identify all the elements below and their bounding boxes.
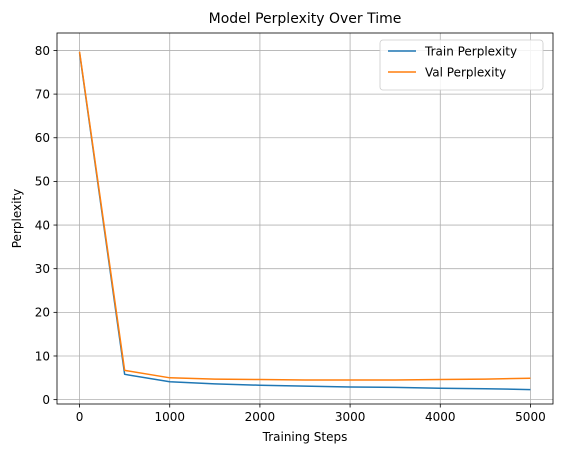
x-tick-label: 4000	[425, 410, 456, 424]
plot-frame	[56, 32, 554, 405]
y-tick-label: 40	[35, 218, 50, 232]
legend-box	[379, 39, 544, 91]
series-line-2	[78, 51, 531, 381]
series-lines	[78, 51, 531, 391]
y-tick-label: 30	[35, 262, 50, 276]
legend-label: Train Perplexity	[424, 44, 517, 58]
series-line-1	[78, 52, 531, 391]
x-tick-label: 3000	[335, 410, 366, 424]
y-tick-label: 80	[35, 44, 50, 58]
chart-title: Model Perplexity Over Time	[209, 11, 402, 27]
y-tick-label: 50	[35, 175, 50, 189]
x-tick-label: 5000	[515, 410, 546, 424]
y-axis-ticks: 0 10 20 30 40 50 60 70 80	[35, 44, 57, 407]
y-tick-label: 60	[35, 131, 50, 145]
x-tick-label: 2000	[245, 410, 276, 424]
grid	[57, 33, 553, 404]
x-tick-label: 0	[76, 410, 84, 424]
y-axis-label: Perplexity	[10, 189, 24, 249]
legend: Train Perplexity Val Perplexity	[379, 39, 544, 91]
x-axis-label: Training Steps	[262, 430, 348, 444]
y-tick-label: 10	[35, 349, 50, 363]
y-tick-label: 0	[42, 393, 50, 407]
y-tick-label: 20	[35, 306, 50, 320]
x-tick-label: 1000	[154, 410, 185, 424]
y-tick-label: 70	[35, 87, 50, 101]
x-axis-ticks: 0 1000 2000 3000 4000 5000	[76, 404, 546, 424]
legend-label: Val Perplexity	[425, 65, 506, 79]
